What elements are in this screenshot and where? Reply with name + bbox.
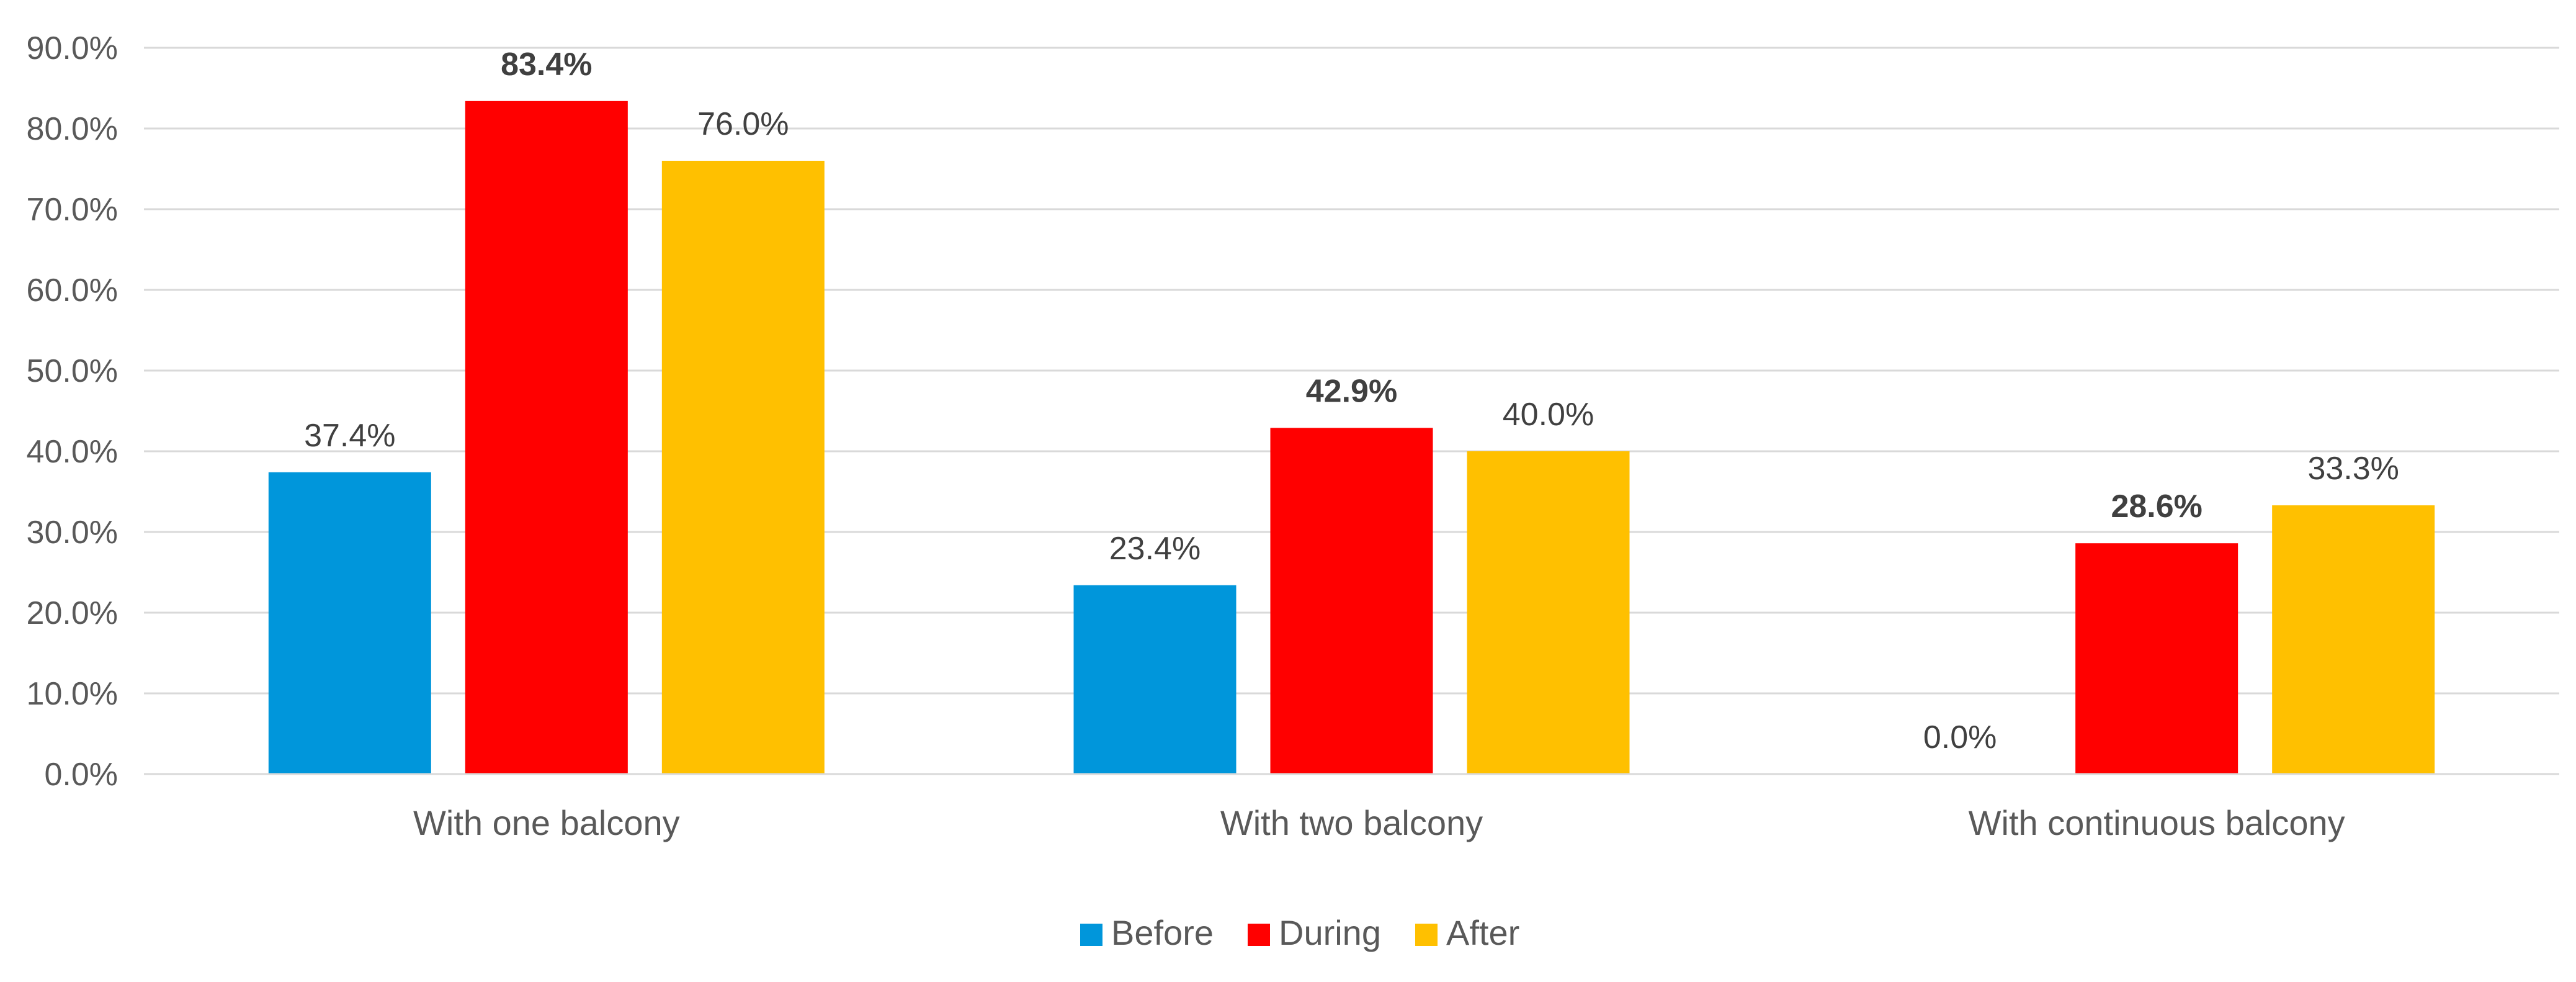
y-axis-tick-labels: 0.0% 10.0% 20.0% 30.0% 40.0% 50.0% 60.0% 70.0% 8… <box>27 30 118 793</box>
data-label-during-2: 42.9% <box>1306 373 1397 409</box>
bar-before-2 <box>1073 585 1237 774</box>
y-tick-label: 40.0% <box>27 434 118 470</box>
legend-swatch-during <box>1248 924 1270 946</box>
legend: Before During After <box>1080 913 1519 952</box>
y-tick-label: 70.0% <box>27 192 118 228</box>
y-tick-label: 30.0% <box>27 515 118 551</box>
x-category-label: With continuous balcony <box>1969 803 2345 842</box>
data-label-before-1: 37.4% <box>304 418 395 454</box>
data-label-during-3: 28.6% <box>2111 489 2202 525</box>
y-tick-label: 0.0% <box>44 757 118 793</box>
legend-swatch-after <box>1415 924 1438 946</box>
bar-before-1 <box>268 472 431 774</box>
bar-during-3 <box>2075 543 2238 774</box>
bars <box>268 101 2435 774</box>
y-tick-label: 10.0% <box>27 676 118 712</box>
y-tick-label: 90.0% <box>27 30 118 66</box>
bar-after-3 <box>2272 505 2435 774</box>
y-tick-label: 80.0% <box>27 111 118 147</box>
y-tick-label: 50.0% <box>27 353 118 389</box>
bar-after-1 <box>661 161 825 774</box>
bar-during-2 <box>1270 428 1433 774</box>
y-tick-label: 20.0% <box>27 595 118 631</box>
data-label-after-1: 76.0% <box>697 106 789 142</box>
legend-label-before: Before <box>1111 913 1214 952</box>
legend-swatch-before <box>1080 924 1102 946</box>
data-label-after-2: 40.0% <box>1503 397 1594 433</box>
data-label-before-2: 23.4% <box>1109 531 1201 567</box>
x-category-label: With one balcony <box>413 803 680 842</box>
data-labels: 37.4% 83.4% 76.0% 23.4% 42.9% 40.0% 0.0% 28.6% 3… <box>304 47 2399 755</box>
legend-label-after: After <box>1446 913 1519 952</box>
x-axis-category-labels: With one balcony With two balcony With con… <box>413 803 2345 842</box>
data-label-after-3: 33.3% <box>2307 451 2399 487</box>
data-label-before-3: 0.0% <box>1923 719 1997 755</box>
bar-after-2 <box>1467 451 1630 774</box>
bar-during-1 <box>465 101 628 774</box>
data-label-during-1: 83.4% <box>501 47 592 83</box>
legend-label-during: During <box>1279 913 1381 952</box>
x-category-label: With two balcony <box>1220 803 1483 842</box>
y-tick-label: 60.0% <box>27 273 118 309</box>
